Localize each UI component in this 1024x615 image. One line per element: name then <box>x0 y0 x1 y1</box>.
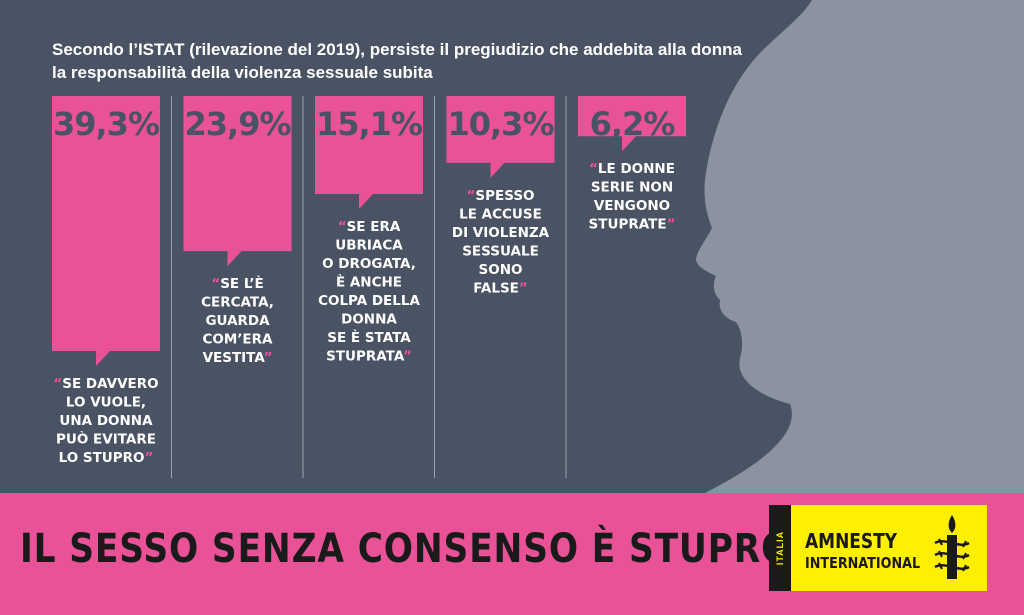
quote-label: “SE L’È CERCATA, GUARDA COM’ERA VESTITA” <box>201 275 274 366</box>
quote-line: STUPRATE” <box>589 217 676 233</box>
value-label: 10,3% <box>447 105 554 143</box>
quote-line: O DROGATA, <box>322 256 416 272</box>
quote-line: “SPESSO <box>466 188 534 204</box>
quote-line: STUPRATA” <box>326 348 412 364</box>
quote-line: SONO <box>479 262 523 278</box>
quote-line: CERCATA, <box>201 295 274 311</box>
quote-line: “SE L’È <box>211 275 263 292</box>
quote-line: GUARDA <box>205 313 270 329</box>
quote-line: VENGONO <box>594 198 670 214</box>
bar <box>446 96 555 178</box>
heading-line-1: Secondo l’ISTAT (rilevazione del 2019), … <box>52 40 742 59</box>
quote-line: LO VUOLE, <box>66 395 146 411</box>
slogan: IL SESSO SENZA CONSENSO È STUPRO! <box>20 526 808 572</box>
heading-line-2: la responsabilità della violenza sessual… <box>52 63 433 82</box>
bar <box>578 96 686 152</box>
quote-line: “SE DAVVERO <box>53 376 158 392</box>
amnesty-logo: ITALIA AMNESTY INTERNATIONAL <box>769 505 987 591</box>
quote-line: LE ACCUSE <box>459 206 542 222</box>
value-label: 6,2% <box>590 105 676 143</box>
quote-label: “LE DONNE SERIE NON VENGONO STUPRATE” <box>589 161 676 233</box>
heading: Secondo l’ISTAT (rilevazione del 2019), … <box>52 38 742 84</box>
quote-line: PUÒ EVITARE <box>56 430 156 448</box>
quote-label: “SE ERA UBRIACA O DROGATA,È ANCHE COLPA DEL… <box>318 219 420 365</box>
quote-line: COLPA DELLA <box>318 293 420 309</box>
quote-label: “SPESSO LE ACCUSE DI VIOLENZA SESSUALE SONO F… <box>452 188 550 297</box>
quote-line: DONNA <box>341 311 397 327</box>
candle-barbed-wire-icon <box>934 515 970 579</box>
quote-line: UBRIACA <box>335 237 403 253</box>
quote-line: DI VIOLENZA <box>452 225 550 241</box>
quote-line: FALSE” <box>473 280 528 296</box>
quote-line: È ANCHE <box>336 273 402 290</box>
footer-banner: IL SESSO SENZA CONSENSO È STUPRO! ITALIA… <box>0 493 1024 615</box>
quote-line: “LE DONNE <box>589 161 675 177</box>
logo-country-bar: ITALIA <box>769 505 791 591</box>
value-label: 15,1% <box>316 105 423 143</box>
value-label: 39,3% <box>53 105 160 143</box>
quote-line: COM’ERA <box>202 332 273 348</box>
value-label: 23,9% <box>184 105 291 143</box>
quote-line: VESTITA” <box>203 350 273 366</box>
bar <box>183 96 292 267</box>
quote-line: SERIE NON <box>591 180 673 196</box>
logo-country: ITALIA <box>775 530 785 566</box>
quote-line: LO STUPRO” <box>59 450 154 466</box>
bar <box>315 96 423 209</box>
quote-line: SE È STATA <box>327 329 411 346</box>
quote-line: SESSUALE <box>462 243 539 259</box>
bar <box>52 96 160 366</box>
quote-line: “SE ERA <box>338 219 401 235</box>
quote-line: UNA DONNA <box>59 413 153 429</box>
logo-word-international: INTERNATIONAL <box>805 554 921 572</box>
logo-word-amnesty: AMNESTY <box>805 529 898 553</box>
